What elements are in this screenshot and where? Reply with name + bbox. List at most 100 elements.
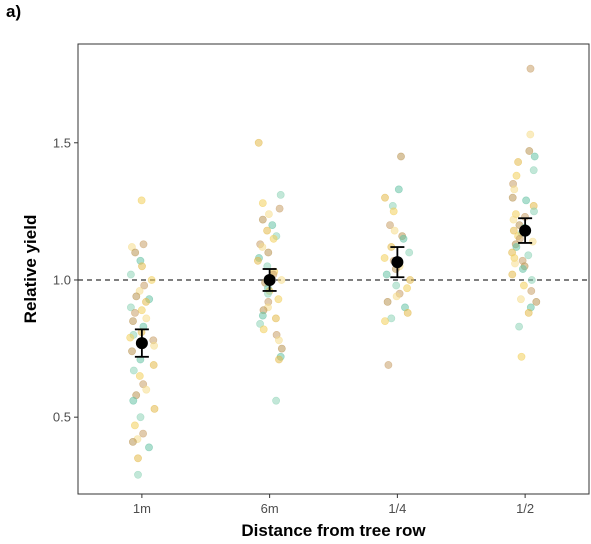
data-point xyxy=(134,470,142,479)
data-point xyxy=(268,221,277,229)
data-point xyxy=(519,265,527,273)
data-point xyxy=(514,158,522,166)
data-point xyxy=(272,396,280,405)
y-axis-title: Relative yield xyxy=(21,215,40,324)
data-point xyxy=(399,234,408,243)
data-point xyxy=(517,352,526,361)
jitter-points-layer xyxy=(126,64,541,479)
data-point xyxy=(139,240,148,249)
plot-panel xyxy=(77,43,590,495)
data-point xyxy=(126,303,135,312)
data-point xyxy=(277,276,286,284)
data-point xyxy=(140,281,149,290)
data-point xyxy=(389,207,398,216)
data-point xyxy=(525,147,534,155)
data-point xyxy=(149,361,158,369)
y-axis: 0.5 1.0 1.5 xyxy=(53,135,78,425)
data-point xyxy=(527,287,536,295)
data-point xyxy=(150,404,159,413)
data-point xyxy=(131,308,139,317)
data-point xyxy=(274,336,283,345)
mean-point xyxy=(135,337,148,350)
x-tick-label: 1/4 xyxy=(388,501,406,516)
data-point xyxy=(264,248,273,257)
data-point xyxy=(392,292,401,301)
data-point xyxy=(259,325,268,334)
data-point xyxy=(258,311,267,320)
data-point xyxy=(512,171,521,180)
data-point xyxy=(264,210,273,218)
data-point xyxy=(512,243,521,251)
data-point xyxy=(386,221,394,229)
data-point xyxy=(520,281,528,290)
data-point xyxy=(145,443,153,452)
data-point xyxy=(128,347,136,356)
data-point xyxy=(256,319,264,328)
data-point xyxy=(405,248,414,257)
mean-marker-6m xyxy=(262,268,277,292)
data-point xyxy=(138,262,146,271)
data-point xyxy=(403,308,412,317)
data-point xyxy=(381,193,389,202)
data-point xyxy=(128,437,137,446)
data-point xyxy=(135,372,144,380)
data-point xyxy=(530,152,539,161)
y-tick-label: 1.5 xyxy=(53,135,71,150)
data-point xyxy=(150,341,158,350)
data-point xyxy=(258,199,267,207)
mean-errorbars-layer xyxy=(134,217,533,358)
data-point xyxy=(271,314,280,323)
data-point xyxy=(522,196,530,205)
data-point xyxy=(510,185,519,194)
data-point xyxy=(508,270,517,279)
data-point xyxy=(509,215,518,224)
data-point xyxy=(258,243,267,251)
mean-point xyxy=(263,273,276,286)
data-point xyxy=(142,314,151,323)
data-point xyxy=(137,306,146,315)
mean-point xyxy=(391,256,404,269)
data-point xyxy=(524,308,533,317)
mean-point xyxy=(519,224,532,237)
data-point xyxy=(528,237,537,246)
data-point xyxy=(129,317,137,325)
data-point xyxy=(275,204,284,213)
data-point xyxy=(532,297,541,306)
data-point xyxy=(277,344,286,353)
data-point xyxy=(382,270,391,279)
data-point xyxy=(383,297,392,306)
data-point xyxy=(134,454,142,463)
mean-marker-1/2 xyxy=(518,217,533,244)
x-axis: 1m 6m 1/4 1/2 xyxy=(133,494,534,516)
data-point xyxy=(126,270,135,279)
data-point xyxy=(530,207,538,216)
data-point xyxy=(384,361,393,369)
data-point xyxy=(380,254,389,262)
data-point xyxy=(274,295,283,304)
data-point xyxy=(130,421,139,430)
data-point xyxy=(403,284,411,293)
data-point xyxy=(381,317,389,325)
data-point xyxy=(147,276,156,284)
data-point xyxy=(263,226,271,235)
data-point xyxy=(406,276,414,284)
data-point xyxy=(390,226,399,235)
data-point xyxy=(269,234,278,243)
x-tick-label: 1m xyxy=(133,501,151,516)
data-point xyxy=(254,138,263,147)
x-tick-label: 6m xyxy=(261,501,279,516)
data-point xyxy=(253,256,262,265)
data-point xyxy=(131,248,140,257)
data-point xyxy=(258,215,267,224)
data-point xyxy=(275,355,283,364)
data-point xyxy=(136,413,145,422)
data-point xyxy=(137,196,146,205)
data-point xyxy=(392,281,401,290)
data-point xyxy=(511,259,519,268)
x-tick-label: 1/2 xyxy=(516,501,534,516)
data-point xyxy=(276,190,285,199)
data-point xyxy=(526,64,535,73)
data-point xyxy=(129,366,138,375)
data-point xyxy=(142,297,150,306)
